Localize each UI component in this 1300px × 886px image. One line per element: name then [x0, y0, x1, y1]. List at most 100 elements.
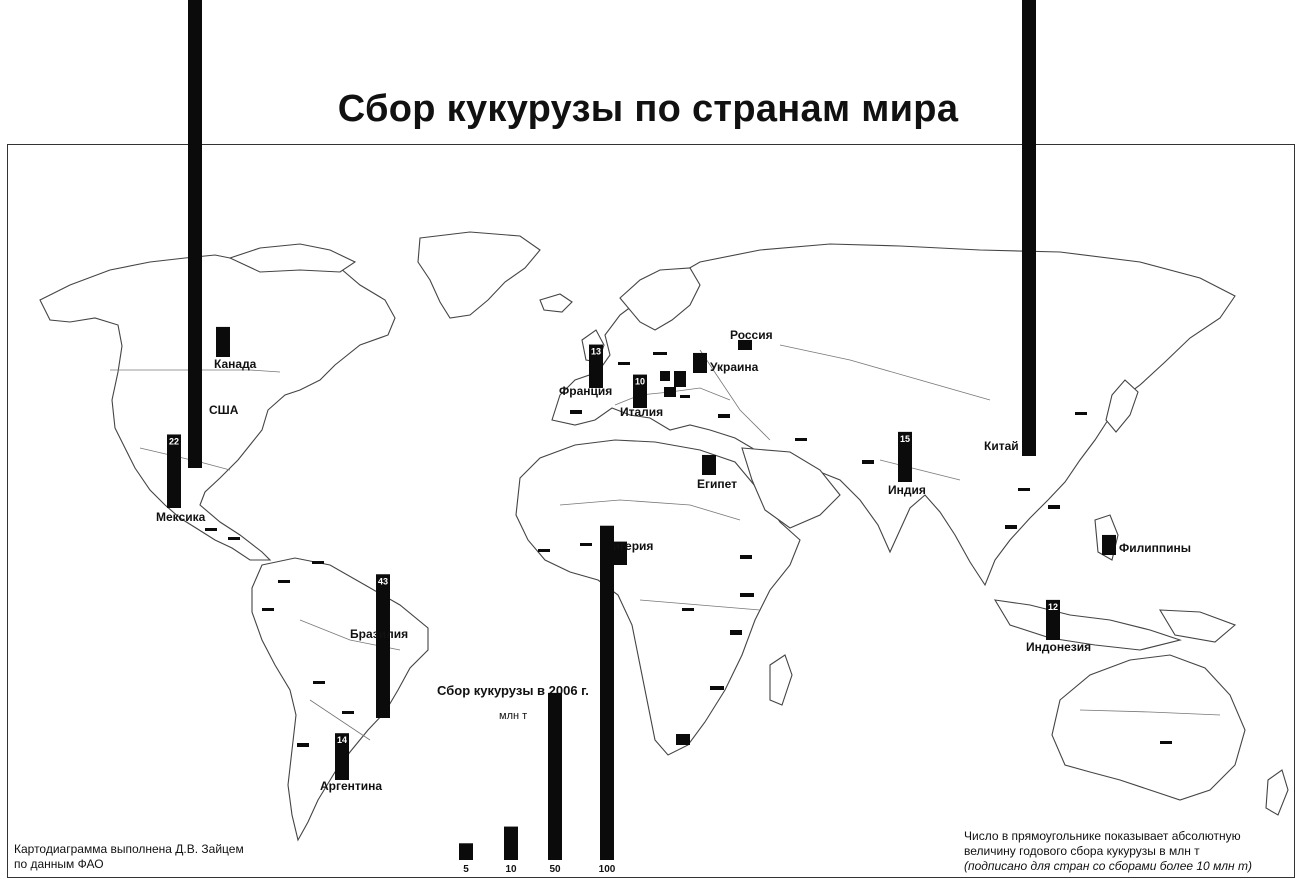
marker-small-serbia — [664, 387, 676, 397]
marker-small — [1048, 505, 1060, 509]
value-italy: 10 — [635, 377, 645, 387]
bar-france — [589, 344, 603, 388]
landmasses — [39, 231, 1289, 842]
value-mexico: 22 — [169, 436, 179, 446]
bar-ukraine — [693, 352, 707, 373]
label-indonesia: Индонезия — [1026, 640, 1091, 654]
marker-small — [1005, 525, 1017, 529]
marker-small — [710, 686, 724, 690]
border-australia-states — [1079, 709, 1221, 716]
landmass-scandinavia — [619, 267, 701, 331]
note-line-1: Число в прямоугольнике показывает абсолю… — [964, 829, 1241, 843]
legend-unit: млн т — [499, 710, 527, 722]
border-central-africa — [639, 599, 761, 611]
marker-small — [795, 438, 807, 441]
marker-small — [205, 528, 217, 531]
map-frame — [7, 144, 1295, 878]
legend-label-50: 50 — [549, 864, 561, 875]
note-line-2: величину годового сбора кукурузы в млн т — [964, 844, 1200, 858]
marker-small — [1075, 412, 1087, 415]
marker-small — [312, 561, 324, 564]
marker-small-romania — [674, 371, 686, 387]
marker-small — [618, 362, 630, 365]
explanation-note: Число в прямоугольнике показывает абсолю… — [964, 829, 1284, 874]
legend: Сбор кукурузы в 2006 г. млн т 5 10 50 10… — [437, 525, 616, 875]
landmass-south-america — [251, 557, 429, 842]
marker-small — [653, 352, 667, 355]
landmass-madagascar — [769, 654, 793, 706]
label-nigeria: Нигерия — [604, 539, 653, 553]
landmass-eurasia — [551, 243, 1236, 587]
bar-brazil — [376, 574, 390, 718]
border-argentina — [309, 699, 371, 741]
legend-label-10: 10 — [505, 864, 517, 875]
credit-line-2: по данным ФАО — [14, 857, 104, 871]
bar-italy — [633, 374, 647, 408]
marker-small — [262, 608, 274, 611]
landmass-iceland — [539, 293, 573, 313]
marker-small — [862, 460, 874, 464]
legend-label-5: 5 — [463, 864, 469, 875]
border-usa-mexico — [139, 447, 231, 471]
note-line-3: (подписано для стран со сборами более 10… — [964, 859, 1252, 873]
label-italy: Италия — [620, 405, 663, 419]
value-brazil: 43 — [378, 576, 388, 586]
marker-small — [313, 681, 325, 684]
marker-small — [730, 630, 742, 635]
landmass-arabia — [741, 447, 841, 529]
bar-egypt — [702, 454, 716, 475]
landmass-new-zealand — [1265, 769, 1289, 816]
label-india: Индия — [888, 483, 926, 497]
legend-bar-100 — [600, 525, 614, 860]
marker-small — [1018, 488, 1030, 491]
border-sahel — [559, 499, 741, 521]
landmass-japan — [1105, 379, 1139, 433]
credit-line-1: Картодиаграмма выполнена Д.В. Зайцем — [14, 842, 244, 856]
country-name-labels: США Китай Бразилия Мексика Индия Аргенти… — [156, 328, 1191, 793]
landmass-arctic-islands — [228, 243, 357, 273]
border-india-china — [879, 459, 961, 481]
label-philippines: Филиппины — [1119, 541, 1191, 555]
bar-canada — [216, 326, 230, 357]
marker-small — [570, 410, 582, 414]
landmass-australia — [1051, 654, 1246, 801]
bar-china — [1022, 0, 1036, 456]
marker-small — [278, 580, 290, 583]
country-bars — [167, 0, 1116, 780]
legend-title: Сбор кукурузы в 2006 г. — [437, 683, 589, 698]
marker-small — [297, 743, 309, 747]
label-ukraine: Украина — [710, 360, 759, 374]
bar-mexico — [167, 434, 181, 508]
bar-india — [898, 431, 912, 482]
bar-nigeria — [613, 541, 627, 565]
marker-small — [682, 608, 694, 611]
label-france: Франция — [559, 384, 612, 398]
marker-small — [228, 537, 240, 540]
legend-bar-50 — [548, 692, 562, 860]
bar-argentina — [335, 733, 349, 780]
label-mexico: Мексика — [156, 510, 206, 524]
marker-small — [740, 555, 752, 559]
legend-label-100: 100 — [599, 864, 616, 875]
credit-note: Картодиаграмма выполнена Д.В. Зайцем по … — [14, 842, 314, 872]
marker-small-south-africa — [676, 734, 690, 745]
country-borders — [110, 344, 1221, 741]
value-india: 15 — [900, 434, 910, 444]
value-france: 13 — [591, 347, 601, 357]
bar-indonesia — [1046, 599, 1060, 640]
value-indonesia: 12 — [1048, 602, 1058, 612]
marker-small — [718, 414, 730, 418]
value-argentina: 14 — [337, 735, 347, 745]
marker-small — [342, 711, 354, 714]
legend-bar-10 — [504, 826, 518, 860]
landmass-africa — [515, 439, 801, 756]
marker-small — [680, 395, 690, 398]
border-russia-west — [699, 349, 771, 441]
marker-small — [740, 593, 754, 597]
marker-small-hungary — [660, 371, 670, 381]
legend-bar-5 — [459, 843, 473, 860]
bar-philippines — [1102, 534, 1116, 555]
bar-value-labels: 268 146 43 22 15 14 13 12 10 — [169, 347, 1058, 746]
label-egypt: Египет — [697, 477, 737, 491]
